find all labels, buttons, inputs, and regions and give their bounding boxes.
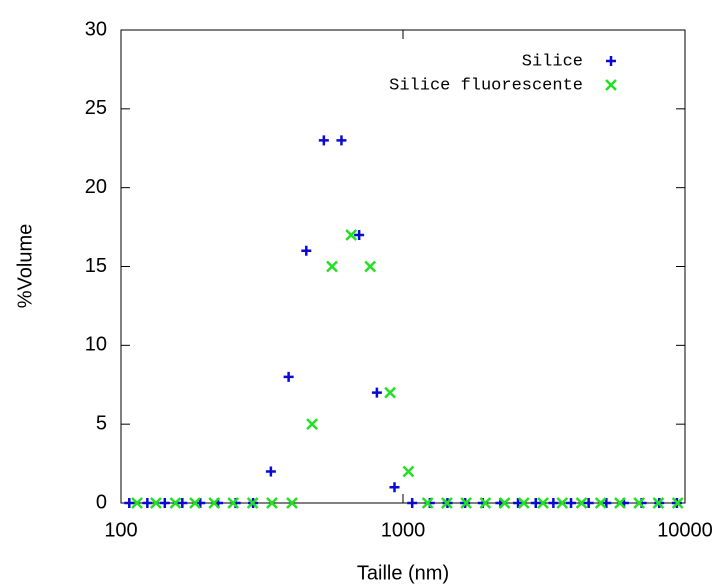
x-tick-label: 100 — [104, 519, 137, 541]
point — [354, 229, 365, 240]
point — [265, 466, 276, 477]
point — [336, 135, 347, 146]
x-tick-label: 10000 — [657, 519, 713, 541]
point — [601, 498, 612, 508]
point — [246, 497, 259, 509]
y-axis-label: %Volume — [14, 224, 36, 309]
point — [159, 498, 170, 508]
point — [421, 497, 434, 509]
point — [594, 497, 607, 509]
point — [301, 245, 312, 256]
point — [537, 497, 549, 509]
point — [131, 497, 143, 509]
point — [326, 260, 338, 273]
plot-frame — [120, 29, 686, 504]
point — [460, 497, 472, 509]
point — [652, 497, 665, 509]
point — [479, 497, 492, 509]
point — [513, 498, 524, 508]
point — [384, 386, 396, 399]
x-tick-label: 1000 — [381, 519, 426, 541]
point — [150, 497, 162, 509]
legend-label: Silice fluorescente — [389, 76, 583, 95]
point — [124, 498, 135, 508]
legend-marker — [605, 79, 617, 91]
point — [633, 497, 646, 509]
point — [345, 229, 358, 241]
point — [266, 497, 278, 509]
point — [407, 498, 418, 508]
point — [441, 497, 453, 509]
point — [195, 498, 206, 508]
point — [142, 498, 153, 508]
point — [614, 497, 626, 509]
point — [671, 497, 684, 509]
point — [286, 497, 298, 509]
y-tick-label: 5 — [96, 412, 107, 434]
y-tick-label: 10 — [85, 334, 107, 356]
point — [318, 135, 329, 146]
point — [575, 497, 588, 509]
y-tick-label: 0 — [96, 491, 107, 513]
point — [371, 387, 382, 398]
point — [530, 498, 541, 508]
x-axis-label: Taille (nm) — [357, 562, 449, 584]
point — [208, 497, 221, 509]
point — [306, 418, 318, 431]
y-tick-label: 30 — [85, 18, 107, 40]
point — [177, 498, 188, 508]
point — [402, 465, 415, 478]
point — [517, 497, 530, 509]
point — [364, 260, 377, 273]
point — [169, 497, 182, 509]
point — [566, 498, 577, 508]
point — [498, 497, 511, 509]
point — [548, 498, 559, 508]
y-tick-label: 25 — [85, 97, 107, 119]
y-tick-label: 20 — [85, 176, 107, 198]
point — [583, 498, 594, 508]
point — [283, 371, 294, 382]
legend-label: Silice — [522, 52, 583, 71]
point — [556, 497, 569, 509]
point — [227, 497, 240, 509]
y-tick-label: 15 — [85, 255, 107, 277]
point — [389, 482, 400, 493]
legend-marker — [606, 56, 616, 66]
point — [189, 497, 201, 509]
